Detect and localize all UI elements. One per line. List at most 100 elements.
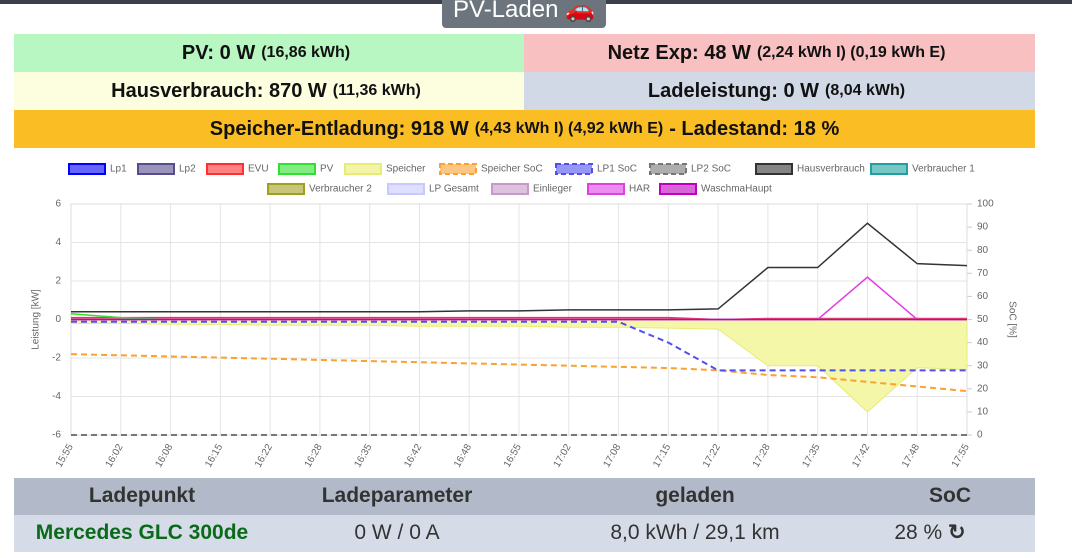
header-cell: SoC — [929, 484, 971, 507]
lade-detail: (8,04 kWh) — [825, 82, 906, 99]
y2-tick-label: 20 — [977, 383, 989, 394]
table-row — [14, 515, 1035, 552]
x-tick-label: 16:08 — [153, 442, 175, 470]
legend-label: Hausverbrauch — [797, 164, 865, 175]
legend-label: LP Gesamt — [429, 184, 479, 195]
legend-swatch — [344, 163, 382, 175]
y2-tick-label: 0 — [977, 430, 983, 441]
x-tick-label: 16:55 — [502, 442, 524, 470]
x-tick-label: 16:15 — [203, 442, 225, 470]
legend-swatch — [206, 163, 244, 175]
legend-swatch — [439, 163, 477, 175]
y2-tick-label: 40 — [977, 337, 989, 348]
y-tick-label: -6 — [52, 430, 61, 441]
pv-label: PV: 0 W — [181, 41, 256, 64]
x-tick-label: 16:42 — [402, 442, 424, 470]
haus-label: Hausverbrauch: 870 W — [111, 79, 327, 102]
legend-label: WaschmaHaupt — [701, 184, 772, 195]
legend-label: Speicher SoC — [481, 164, 543, 175]
legend-label: Einlieger — [533, 184, 573, 195]
header-cell: geladen — [655, 484, 735, 507]
haus-detail: (11,36 kWh) — [332, 82, 421, 99]
x-tick-label: 17:42 — [850, 442, 872, 470]
table-header — [14, 478, 1035, 515]
header-cell: Ladepunkt — [88, 484, 196, 507]
x-tick-label: 17:55 — [950, 442, 972, 470]
charge-params: 0 W / 0 A — [354, 521, 440, 544]
area — [70, 319, 968, 413]
legend-swatch — [755, 163, 793, 175]
legend-label: Lp1 — [110, 164, 127, 175]
x-tick-label: 17:22 — [701, 442, 723, 470]
x-tick-label: 16:48 — [452, 442, 474, 470]
legend-swatch — [659, 183, 697, 195]
legend-swatch — [278, 163, 316, 175]
netz-label: Netz Exp: 48 W — [607, 41, 751, 64]
speicher-suffix: - Ladestand: 18 % — [669, 117, 840, 140]
legend-swatch — [68, 163, 106, 175]
legend-label: LP1 SoC — [597, 164, 637, 175]
legend-swatch — [649, 163, 687, 175]
soc: 28 % ↻ — [800, 515, 1060, 551]
x-tick-label: 17:08 — [601, 442, 623, 470]
haus-status: Hausverbrauch: 870 W (11,36 kWh) — [14, 72, 524, 110]
x-tick-label: 16:28 — [303, 442, 325, 470]
netz-status: Netz Exp: 48 W (2,24 kWh I) (0,19 kWh E) — [524, 34, 1035, 72]
x-tick-label: 17:28 — [751, 442, 773, 470]
x-tick-label: 15:55 — [54, 442, 76, 470]
legend-swatch — [387, 183, 425, 195]
x-tick-label: 16:22 — [253, 442, 275, 470]
legend-swatch — [555, 163, 593, 175]
line — [71, 222, 968, 313]
x-tick-label: 17:02 — [552, 442, 574, 470]
soc-value: 28 % — [894, 521, 943, 544]
y-tick-label: 2 — [55, 276, 61, 287]
legend-label: LP2 SoC — [691, 164, 731, 175]
y-tick-label: -4 — [52, 391, 61, 402]
legend-swatch — [137, 163, 175, 175]
y2-tick-label: 100 — [977, 199, 994, 210]
legend-swatch — [267, 183, 305, 195]
legend-label: PV — [320, 164, 334, 175]
y-tick-label: 0 — [55, 314, 61, 325]
lade-label: Ladeleistung: 0 W — [647, 79, 820, 102]
y-tick-label: -2 — [52, 353, 61, 364]
legend-label: HAR — [629, 184, 650, 195]
y-tick-label: 4 — [55, 237, 61, 248]
y2-tick-label: 30 — [977, 360, 989, 371]
y-axis-title: Leistung [kW] — [31, 289, 42, 350]
legend-label: Verbraucher 1 — [912, 164, 975, 175]
x-tick-label: 16:02 — [104, 442, 126, 470]
netz-detail: (2,24 kWh I) (0,19 kWh E) — [756, 44, 946, 61]
mode-button[interactable]: PV-Laden 🚗 — [442, 0, 606, 28]
pv-status: PV: 0 W (16,86 kWh) — [14, 34, 524, 72]
speicher-label: Speicher-Entladung: 918 W — [209, 117, 469, 140]
legend-swatch — [870, 163, 908, 175]
y-tick-label: 6 — [55, 199, 61, 210]
legend-swatch — [491, 183, 529, 195]
y2-tick-label: 60 — [977, 291, 989, 302]
y2-axis-title: SoC [%] — [1006, 301, 1017, 338]
legend-label: Speicher — [386, 164, 426, 175]
mode-label: PV-Laden — [453, 0, 559, 23]
vehicle-name[interactable]: Mercedes GLC 300de — [35, 521, 249, 544]
legend-label: EVU — [248, 164, 269, 175]
y2-tick-label: 80 — [977, 245, 989, 256]
legend-swatch — [587, 183, 625, 195]
x-tick-label: 17:48 — [900, 442, 922, 470]
y2-tick-label: 70 — [977, 268, 989, 279]
x-tick-label: 17:35 — [801, 442, 823, 470]
charged: 8,0 kWh / 29,1 km — [610, 521, 780, 544]
y2-tick-label: 10 — [977, 407, 989, 418]
pv-detail: (16,86 kWh) — [261, 44, 351, 61]
x-tick-label: 16:35 — [353, 442, 375, 470]
speicher-detail: (4,43 kWh I) (4,92 kWh E) — [474, 120, 664, 137]
y2-tick-label: 90 — [977, 222, 989, 233]
header-cell: Ladeparameter — [321, 484, 473, 507]
x-tick-label: 17:15 — [651, 442, 673, 470]
y2-tick-label: 50 — [977, 314, 989, 325]
legend-label: Verbraucher 2 — [309, 184, 372, 195]
refresh-icon[interactable]: ↻ — [948, 521, 966, 544]
